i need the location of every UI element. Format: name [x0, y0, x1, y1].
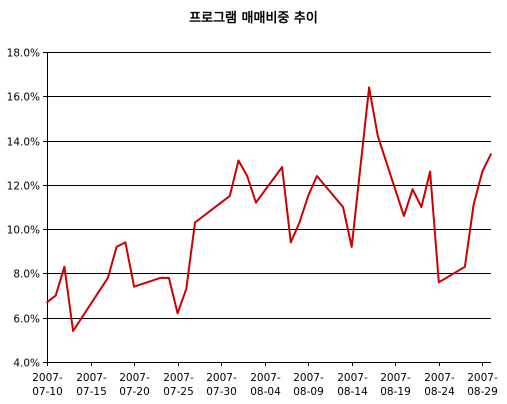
series-layer — [46, 86, 492, 332]
data-point — [490, 153, 492, 155]
x-tick-label-year: 2007- — [424, 372, 455, 384]
data-point — [107, 277, 109, 279]
x-tick-label-year: 2007- — [32, 372, 63, 384]
x-tick-label-date: 08-04 — [250, 386, 281, 398]
x-tick-label-year: 2007- — [337, 372, 368, 384]
x-tick-label-date: 08-19 — [380, 386, 411, 398]
data-point — [420, 206, 423, 208]
series-line — [46, 86, 492, 332]
x-tick-label-date: 08-29 — [467, 386, 498, 398]
label-layer: 4.0% 6.0% 8.0% 10.0% 12.0% 14.0% 16.0% 18.0% 200… — [7, 48, 498, 399]
y-tick-label: 6.0% — [13, 314, 40, 326]
data-point — [124, 241, 127, 244]
data-point — [429, 170, 431, 173]
data-point — [255, 201, 257, 204]
data-point — [411, 188, 414, 191]
axis-layer — [43, 52, 491, 366]
data-point — [350, 246, 353, 248]
data-point — [316, 175, 318, 177]
data-point — [307, 195, 310, 197]
x-tick-label-year: 2007- — [163, 372, 194, 384]
x-tick-label-date: 08-14 — [337, 386, 368, 398]
x-tick-label-year: 2007- — [293, 372, 324, 384]
data-point — [368, 86, 370, 89]
x-tick-label-date: 08-09 — [293, 386, 324, 398]
y-tick-label: 10.0% — [7, 225, 40, 237]
data-point — [220, 201, 222, 204]
y-tick-label: 8.0% — [13, 269, 40, 281]
data-point — [464, 266, 466, 268]
y-tick-label: 4.0% — [13, 358, 40, 370]
data-point — [403, 215, 405, 217]
data-point — [290, 241, 292, 244]
data-point — [237, 159, 240, 162]
x-tick-label-date: 07-30 — [206, 386, 237, 398]
x-tick-label-date: 07-10 — [32, 386, 63, 398]
x-tick-label-date: 07-15 — [76, 386, 107, 398]
x-tick-label-date: 07-20 — [119, 386, 150, 398]
x-tick-label-date: 07-25 — [163, 386, 194, 398]
data-point — [176, 312, 179, 315]
x-tick-label-year: 2007- — [119, 372, 150, 384]
x-tick-label-year: 2007- — [206, 372, 237, 384]
y-tick-label: 14.0% — [7, 137, 40, 149]
x-tick-label-year: 2007- — [467, 372, 498, 384]
data-point — [246, 175, 248, 177]
y-tick-label: 16.0% — [7, 92, 40, 104]
data-point — [438, 281, 440, 284]
data-point — [98, 290, 100, 292]
data-point — [168, 277, 170, 279]
data-point — [342, 206, 344, 208]
data-point — [472, 204, 475, 206]
x-tick-label-year: 2007- — [380, 372, 411, 384]
x-tick-label-date: 08-24 — [424, 386, 455, 398]
data-point — [115, 246, 118, 248]
data-point — [159, 277, 161, 279]
data-point — [63, 266, 66, 268]
data-point — [281, 166, 283, 168]
data-point — [377, 135, 379, 137]
y-tick-label: 12.0% — [7, 181, 40, 193]
data-point — [133, 285, 135, 288]
data-point — [229, 195, 231, 197]
data-point — [194, 221, 196, 224]
data-point — [185, 288, 188, 290]
x-tick-label-year: 2007- — [76, 372, 107, 384]
data-point — [54, 294, 57, 297]
data-point — [46, 301, 48, 304]
x-tick-label-year: 2007- — [250, 372, 281, 384]
data-point — [72, 330, 74, 332]
data-point — [298, 221, 301, 224]
y-tick-label: 18.0% — [7, 48, 40, 60]
data-point — [481, 170, 484, 173]
chart-title: 프로그램 매매비중 추이 — [189, 11, 318, 26]
